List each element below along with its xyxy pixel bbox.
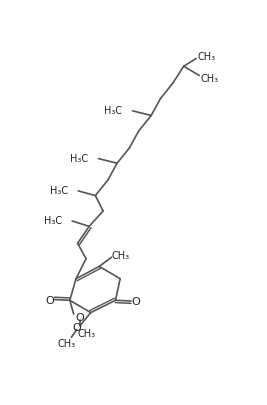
Text: CH₃: CH₃: [197, 52, 215, 62]
Text: CH₃: CH₃: [58, 339, 76, 349]
Text: CH₃: CH₃: [200, 74, 218, 83]
Text: CH₃: CH₃: [112, 250, 130, 260]
Text: H₃C: H₃C: [70, 153, 88, 164]
Text: H₃C: H₃C: [50, 186, 68, 196]
Text: O: O: [72, 322, 81, 333]
Text: H₃C: H₃C: [104, 106, 123, 116]
Text: O: O: [131, 296, 140, 306]
Text: H₃C: H₃C: [44, 216, 62, 226]
Text: O: O: [76, 312, 84, 322]
Text: O: O: [45, 295, 54, 305]
Text: CH₃: CH₃: [77, 328, 95, 338]
